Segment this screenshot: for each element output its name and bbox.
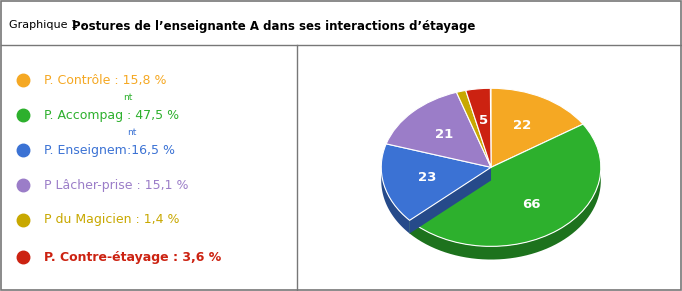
Text: :16,5 %: :16,5 %	[127, 144, 175, 157]
Text: P. Contre-étayage : 3,6 %: P. Contre-étayage : 3,6 %	[44, 251, 221, 264]
Text: P. Contrôle : 15,8 %: P. Contrôle : 15,8 %	[44, 74, 166, 87]
Polygon shape	[410, 170, 601, 260]
Text: 21: 21	[435, 128, 453, 141]
Text: Graphique 1 -: Graphique 1 -	[9, 20, 89, 30]
Wedge shape	[466, 88, 491, 167]
Text: P. Accompag: P. Accompag	[44, 109, 123, 122]
Wedge shape	[491, 88, 583, 167]
Polygon shape	[410, 167, 491, 233]
Text: P du Magicien : 1,4 %: P du Magicien : 1,4 %	[44, 214, 179, 226]
Polygon shape	[381, 168, 410, 233]
Text: P Lâcher-prise : 15,1 %: P Lâcher-prise : 15,1 %	[44, 179, 188, 191]
Wedge shape	[386, 92, 491, 167]
Text: nt: nt	[127, 128, 136, 137]
Text: 23: 23	[417, 171, 436, 184]
Text: nt: nt	[123, 93, 132, 102]
Text: 22: 22	[514, 119, 531, 132]
Polygon shape	[410, 167, 491, 233]
Text: 5: 5	[479, 114, 488, 127]
Text: P. Enseignem: P. Enseignem	[44, 144, 127, 157]
Text: Postures de l’enseignante A dans ses interactions d’étayage: Postures de l’enseignante A dans ses int…	[72, 20, 475, 33]
Wedge shape	[381, 144, 491, 220]
Wedge shape	[456, 91, 491, 167]
Text: 66: 66	[522, 198, 541, 211]
Text: : 47,5 %: : 47,5 %	[123, 109, 179, 122]
Wedge shape	[410, 124, 601, 246]
